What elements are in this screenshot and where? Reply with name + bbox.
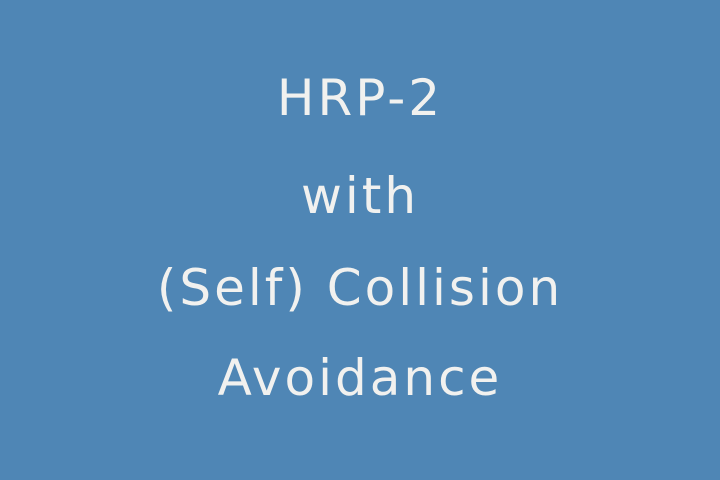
title-line-with: with (300, 167, 420, 225)
title-line-avoidance: Avoidance (217, 349, 503, 407)
title-line-robot-name: HRP-2 (276, 69, 444, 127)
title-line-self-collision: (Self) Collision (156, 259, 564, 317)
